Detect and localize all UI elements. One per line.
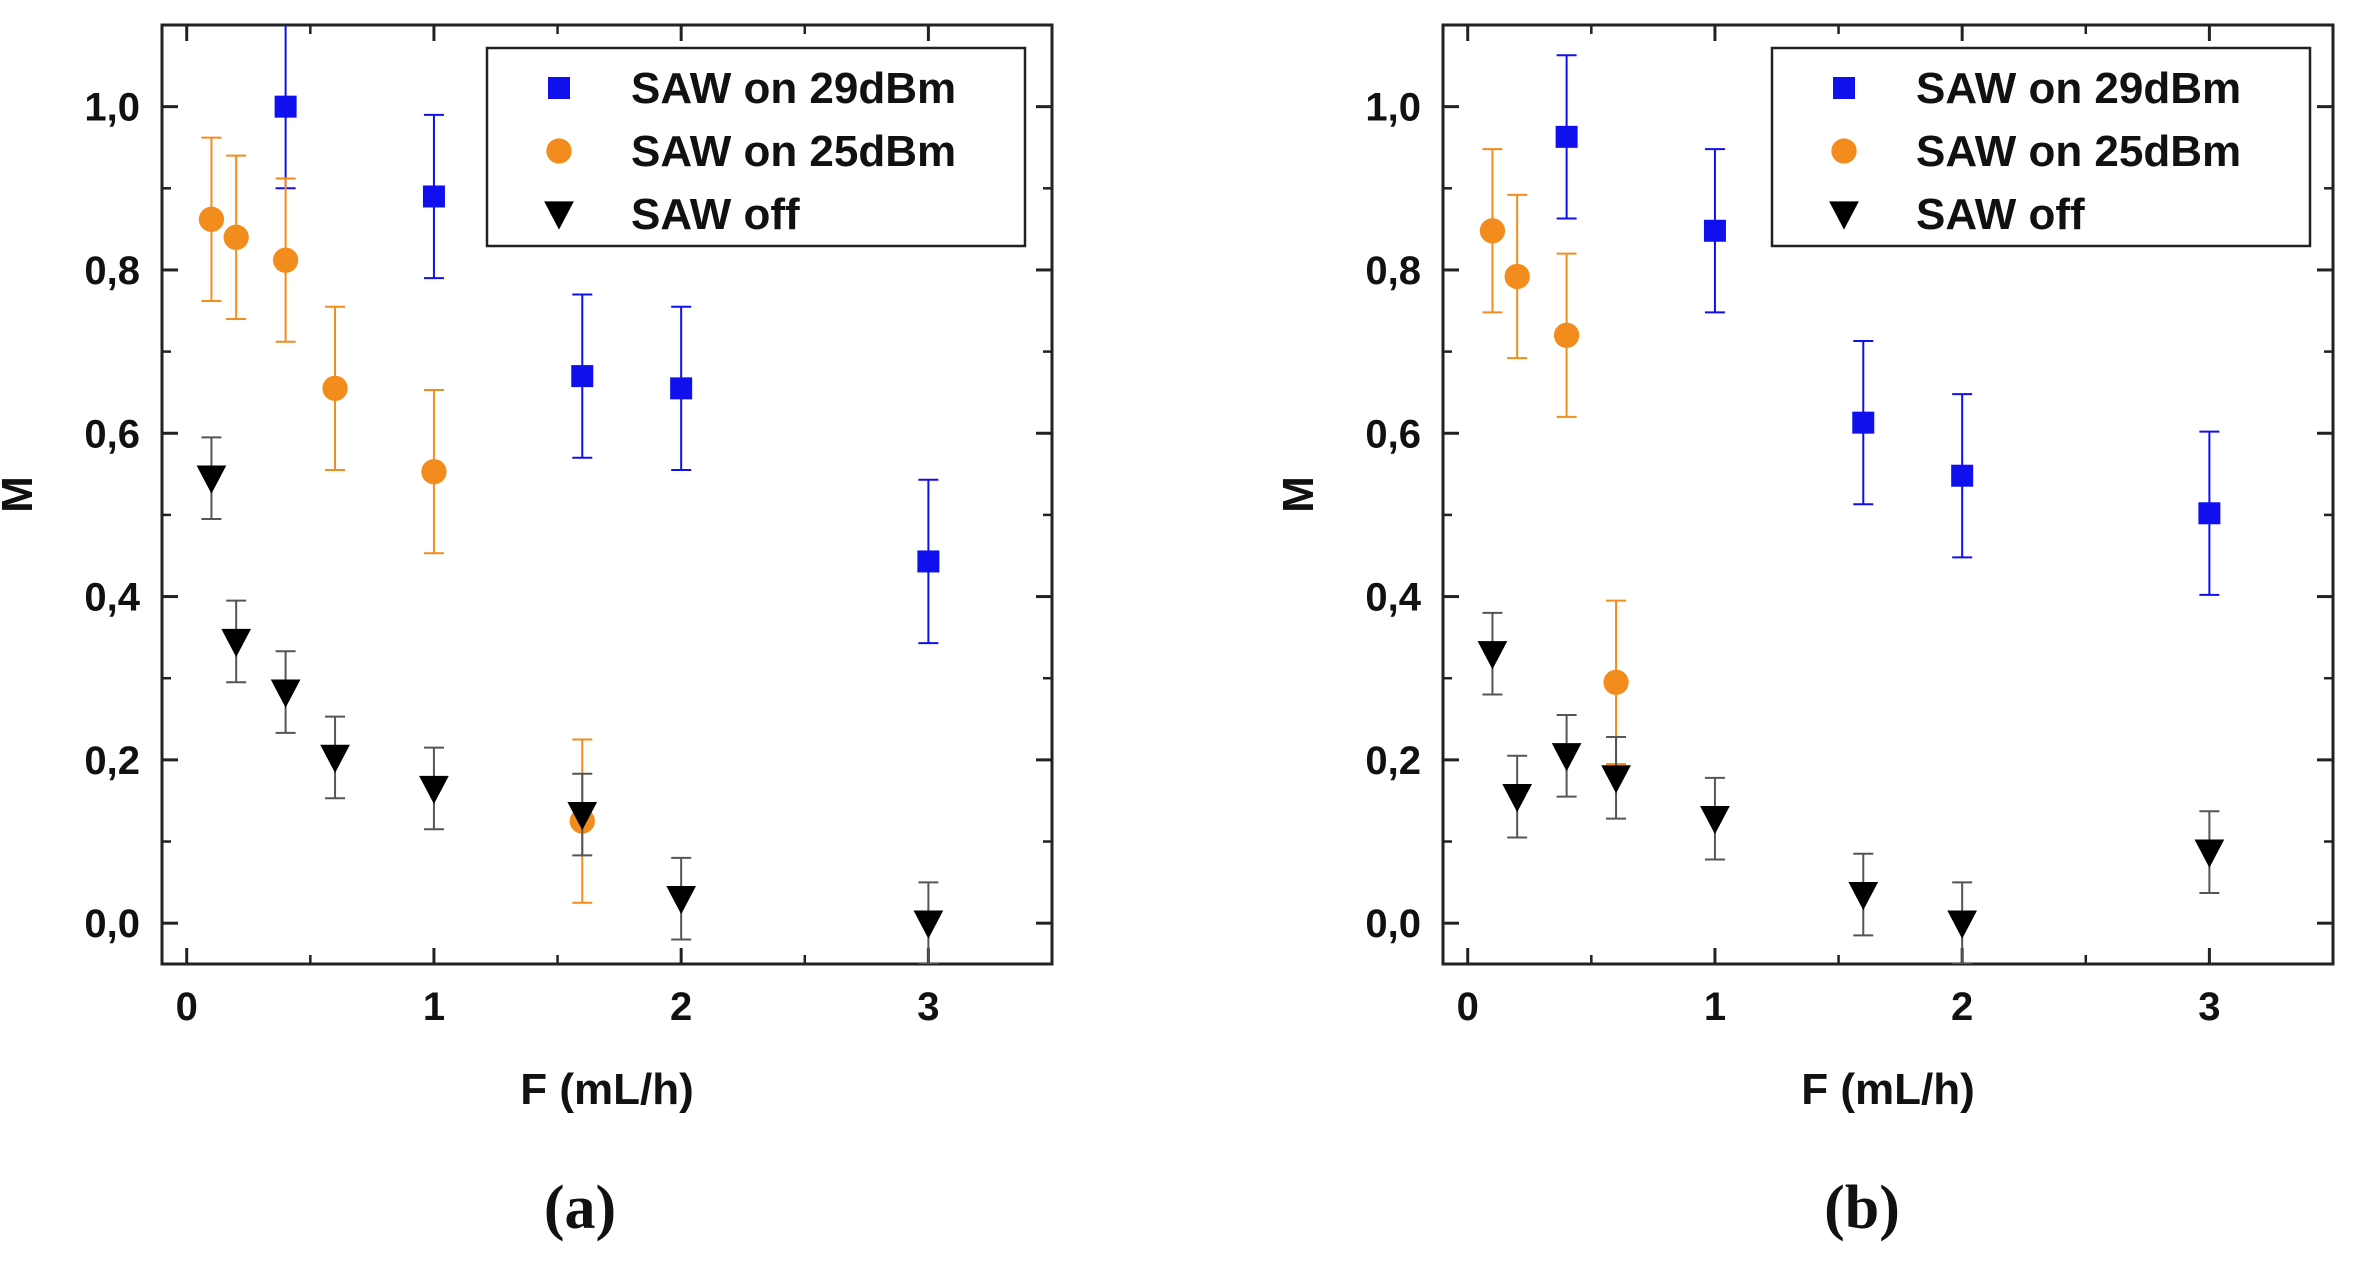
y-tick-label: 0,6 [84, 412, 140, 456]
y-tick-label: 0,4 [1365, 576, 1421, 620]
data-point-triangle [2194, 839, 2225, 868]
y-tick-label: 0,6 [1365, 412, 1421, 456]
data-point-square [422, 185, 445, 208]
data-point-square [670, 377, 693, 400]
data-point-circle [272, 247, 299, 273]
panel-a: 0 1 2 3 0,0 0,2 0,4 0,6 0,8 1,0 F (mL/h) M SAW on 29… [0, 23, 1054, 1114]
data-point-triangle [419, 775, 449, 805]
y-tick-label: 0,4 [84, 576, 140, 620]
data-point-triangle [270, 679, 301, 708]
legend-label: SAW on 25dBm [1916, 127, 2241, 176]
data-point-circle [421, 458, 447, 485]
data-point-triangle [1848, 881, 1879, 911]
data-point-circle [223, 224, 249, 250]
legend-label: SAW on 25dBm [631, 127, 956, 176]
data-point-circle [1553, 322, 1580, 348]
data-point-circle [1504, 263, 1530, 290]
legend-box [1770, 46, 2312, 248]
data-point-triangle [666, 886, 697, 915]
panel-label-b: (b) [1824, 1174, 1900, 1242]
legend-label: SAW off [1916, 190, 2085, 239]
data-point-triangle [1601, 765, 1631, 794]
plot-frame [1441, 23, 2335, 966]
y-axis-title: M [1274, 476, 1323, 513]
data-point-triangle [196, 465, 227, 494]
data-point-square [571, 365, 594, 388]
data-point-triangle [567, 801, 598, 831]
legend-box [485, 46, 1027, 248]
data-point-circle [198, 206, 225, 232]
data-point-triangle [544, 201, 574, 230]
data-point-circle [1479, 218, 1506, 244]
data-point-triangle [1947, 910, 1978, 939]
y-tick-label: 0,0 [1365, 902, 1421, 946]
data-point-triangle [1829, 201, 1859, 230]
y-tick-label: 0,2 [84, 739, 140, 783]
data-point-triangle [1477, 641, 1508, 670]
data-point-square [2198, 502, 2221, 525]
data-point-circle [546, 138, 572, 164]
data-point-square [1833, 77, 1855, 99]
x-tick-label: 2 [670, 985, 692, 1029]
data-point-triangle [221, 628, 252, 658]
panel-b: 0 1 2 3 0,0 0,2 0,4 0,6 0,8 1,0 F (mL/h) M SAW on 29… [1274, 23, 2335, 1114]
legend-label: SAW on 29dBm [1916, 64, 2241, 113]
data-point-square [548, 77, 570, 99]
legend-label: SAW on 29dBm [631, 64, 956, 113]
data-point-square [1555, 125, 1578, 148]
x-tick-label: 3 [2198, 985, 2220, 1029]
y-tick-label: 0,8 [1365, 249, 1421, 293]
data-point-triangle [320, 744, 350, 774]
data-point-square [1703, 219, 1726, 242]
x-axis-title: F (mL/h) [1801, 1065, 1975, 1114]
panel-label-a: (a) [544, 1174, 616, 1242]
x-tick-label: 2 [1951, 985, 1973, 1029]
data-point-square [1852, 411, 1875, 434]
data-point-triangle [1551, 743, 1582, 772]
data-point-triangle [1502, 783, 1533, 813]
y-tick-label: 0,8 [84, 249, 140, 293]
y-tick-label: 1,0 [1365, 86, 1421, 130]
plot-frame [160, 23, 1054, 966]
data-point-circle [322, 375, 348, 402]
x-tick-label: 1 [1704, 985, 1726, 1029]
data-point-square [917, 550, 940, 573]
plot-data [196, 25, 944, 964]
plot-data [1477, 54, 2225, 964]
y-tick-label: 0,2 [1365, 739, 1421, 783]
data-point-square [274, 95, 297, 118]
x-tick-label: 0 [176, 985, 198, 1029]
data-point-circle [1831, 138, 1857, 164]
x-axis-title: F (mL/h) [520, 1065, 694, 1114]
x-tick-label: 3 [917, 985, 939, 1029]
y-axis-title: M [0, 476, 42, 513]
data-point-triangle [913, 910, 944, 939]
data-point-circle [1603, 669, 1629, 695]
y-tick-label: 1,0 [84, 86, 140, 130]
x-tick-label: 1 [423, 985, 445, 1029]
data-point-square [1951, 464, 1974, 487]
data-point-triangle [1700, 806, 1730, 835]
legend-label: SAW off [631, 190, 800, 239]
x-tick-label: 0 [1457, 985, 1479, 1029]
y-tick-label: 0,0 [84, 902, 140, 946]
